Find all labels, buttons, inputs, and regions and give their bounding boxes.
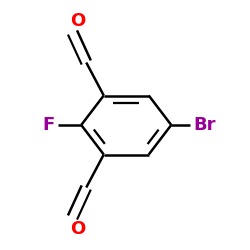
Text: Br: Br (193, 116, 216, 134)
Text: F: F (43, 116, 55, 134)
Text: O: O (70, 12, 86, 30)
Text: O: O (70, 220, 86, 238)
